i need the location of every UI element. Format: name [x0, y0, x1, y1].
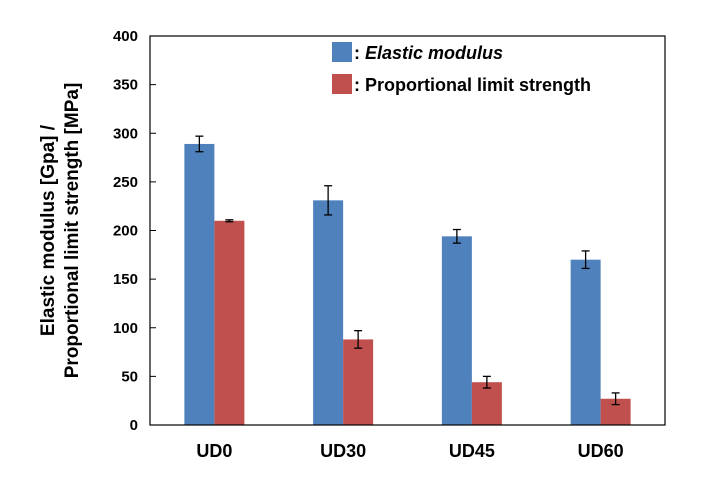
bars-layer [184, 143, 631, 425]
y-tick-label-400: 400 [113, 28, 138, 45]
bar-ud30-proportional-limit-strength [343, 339, 374, 425]
y-tick-label-150: 150 [113, 271, 138, 288]
error-bar-ud30-proportional-limit-strength [354, 330, 363, 349]
legend-prefix: : [354, 43, 365, 63]
y-ticks-layer: 0 50 100 150 200 250 300 350 400 [113, 28, 156, 434]
error-bar-ud60-proportional-limit-strength [611, 392, 620, 406]
x-categories-layer: UD0 UD30 UD45 UD60 [196, 441, 623, 461]
error-bar-ud30-elastic-modulus [324, 185, 333, 216]
bar-ud60-elastic-modulus [570, 259, 601, 425]
x-category-label-ud0: UD0 [196, 441, 232, 461]
error-bar-ud45-proportional-limit-strength [482, 375, 491, 389]
y-tick-label-350: 350 [113, 77, 138, 94]
error-bar-ud60-elastic-modulus [581, 250, 590, 270]
y-tick-label-50: 50 [121, 368, 138, 385]
bar-ud30-elastic-modulus [313, 200, 344, 425]
legend: : Elastic modulus : Proportional limit s… [332, 42, 591, 95]
x-category-label-ud45: UD45 [449, 441, 495, 461]
y-axis-title-line1: Elastic modulus [Gpa] / [38, 124, 59, 336]
error-bar-ud45-elastic-modulus [452, 228, 461, 244]
y-tick-label-200: 200 [113, 223, 138, 240]
y-tick-label-0: 0 [130, 417, 138, 434]
x-category-label-ud60: UD60 [578, 441, 624, 461]
x-category-label-ud30: UD30 [320, 441, 366, 461]
error-bar-ud0-proportional-limit-strength [225, 219, 234, 223]
bar-ud45-elastic-modulus [441, 236, 472, 425]
legend-swatch-proportional-limit-strength [332, 74, 352, 94]
legend-text: Elastic modulus [365, 43, 503, 63]
y-tick-label-250: 250 [113, 174, 138, 191]
legend-text: Proportional limit strength [365, 75, 591, 95]
error-bar-ud0-elastic-modulus [195, 135, 204, 153]
y-tick-label-100: 100 [113, 320, 138, 337]
bar-ud0-proportional-limit-strength [214, 220, 245, 425]
legend-label-proportional-limit-strength: : Proportional limit strength [354, 75, 591, 95]
legend-prefix: : [354, 75, 365, 95]
legend-swatch-elastic-modulus [332, 42, 352, 62]
y-axis-title-line2: Proportional limit strength [MPa] [62, 83, 83, 379]
legend-label-elastic-modulus: : Elastic modulus [354, 43, 503, 63]
error-bars-layer [195, 135, 620, 406]
y-tick-label-300: 300 [113, 125, 138, 142]
bar-ud0-elastic-modulus [184, 143, 215, 425]
bar-ud45-proportional-limit-strength [471, 382, 502, 425]
